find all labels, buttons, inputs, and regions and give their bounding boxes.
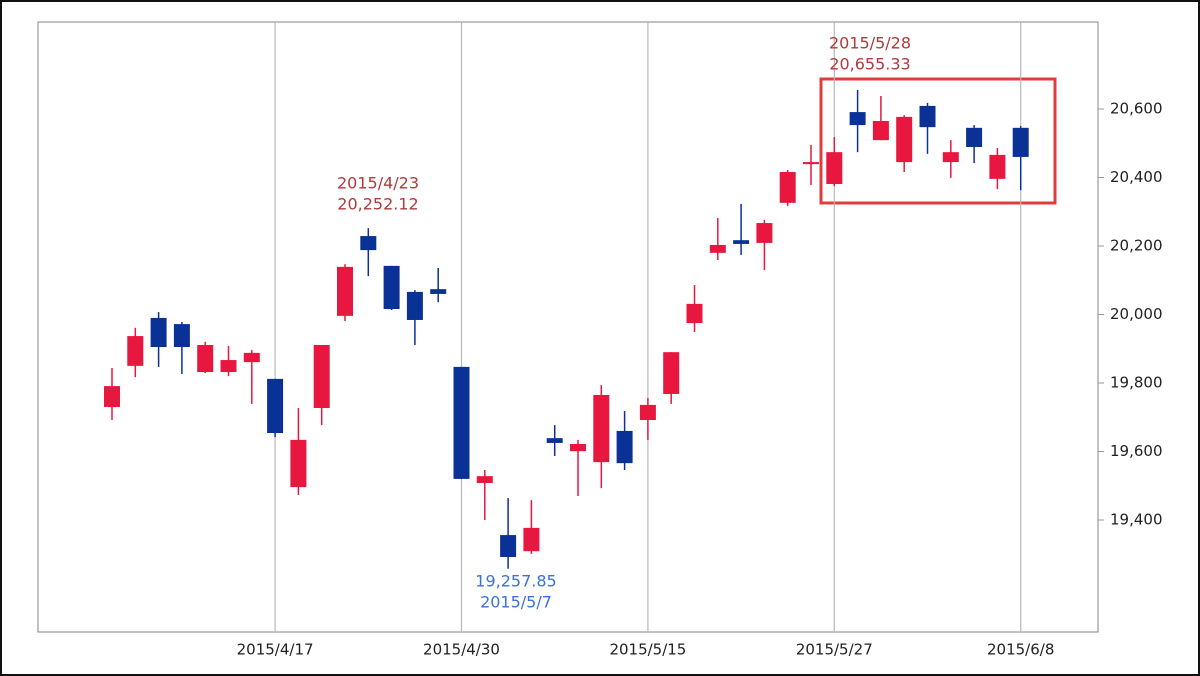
candle-body [803, 162, 819, 165]
annotation: 20,655.33 [829, 55, 910, 74]
x-tick-label: 2015/5/27 [796, 641, 873, 659]
candle-body [919, 105, 936, 128]
candle-body [663, 352, 680, 394]
candle-body [290, 439, 307, 488]
candle-body [616, 430, 633, 464]
y-tick-label: 20,400 [1110, 168, 1163, 186]
candle-body [593, 394, 610, 463]
y-tick-label: 20,600 [1110, 99, 1163, 117]
candle-body [989, 154, 1006, 179]
candle-body [896, 116, 913, 163]
candle-body [220, 360, 237, 373]
candle-body [243, 352, 260, 363]
candle-body [267, 378, 284, 434]
candle-body [430, 289, 447, 294]
candle-body [733, 240, 750, 244]
x-tick-label: 2015/4/17 [237, 641, 314, 659]
candle-body [197, 344, 214, 373]
x-tick-label: 2015/5/15 [609, 641, 686, 659]
candle-body [1012, 127, 1029, 157]
candle-body [406, 291, 423, 320]
candle-body [104, 386, 120, 407]
candle-body [453, 366, 470, 479]
candle-body [173, 324, 190, 348]
candle-body [942, 152, 959, 163]
candle-body [500, 535, 517, 557]
y-tick-label: 20,200 [1110, 236, 1163, 254]
annotation: 2015/5/7 [480, 593, 552, 612]
annotation: 2015/5/28 [829, 34, 911, 53]
candle-body [709, 244, 726, 253]
candle-body [127, 336, 144, 366]
candle-body [523, 527, 540, 552]
candle-body [383, 265, 400, 310]
candle-body [546, 438, 563, 443]
annotation: 20,252.12 [337, 195, 418, 214]
candle-body [849, 112, 866, 126]
candle-body [639, 404, 656, 420]
candle-body [570, 443, 586, 452]
x-tick-label: 2015/4/30 [423, 641, 500, 659]
y-tick-label: 19,400 [1110, 511, 1163, 529]
candle-body [686, 303, 703, 324]
y-tick-label: 19,600 [1110, 442, 1163, 460]
candle-body [872, 120, 889, 141]
y-tick-label: 20,000 [1110, 305, 1163, 323]
candle-body [966, 127, 983, 148]
candle-body [476, 476, 493, 484]
annotation: 19,257.85 [475, 572, 556, 591]
candle-body [360, 236, 377, 251]
candle-body [313, 344, 330, 409]
highlight-box [819, 77, 1057, 205]
candle-body [150, 317, 167, 348]
plot-area [37, 21, 1099, 633]
candle-body [826, 152, 843, 185]
candle-body [779, 172, 796, 203]
candle-body [756, 223, 773, 243]
y-tick-label: 19,800 [1110, 373, 1163, 391]
annotation: 2015/4/23 [337, 174, 419, 193]
x-tick-label: 2015/6/8 [987, 641, 1054, 659]
candle-body [337, 266, 353, 316]
